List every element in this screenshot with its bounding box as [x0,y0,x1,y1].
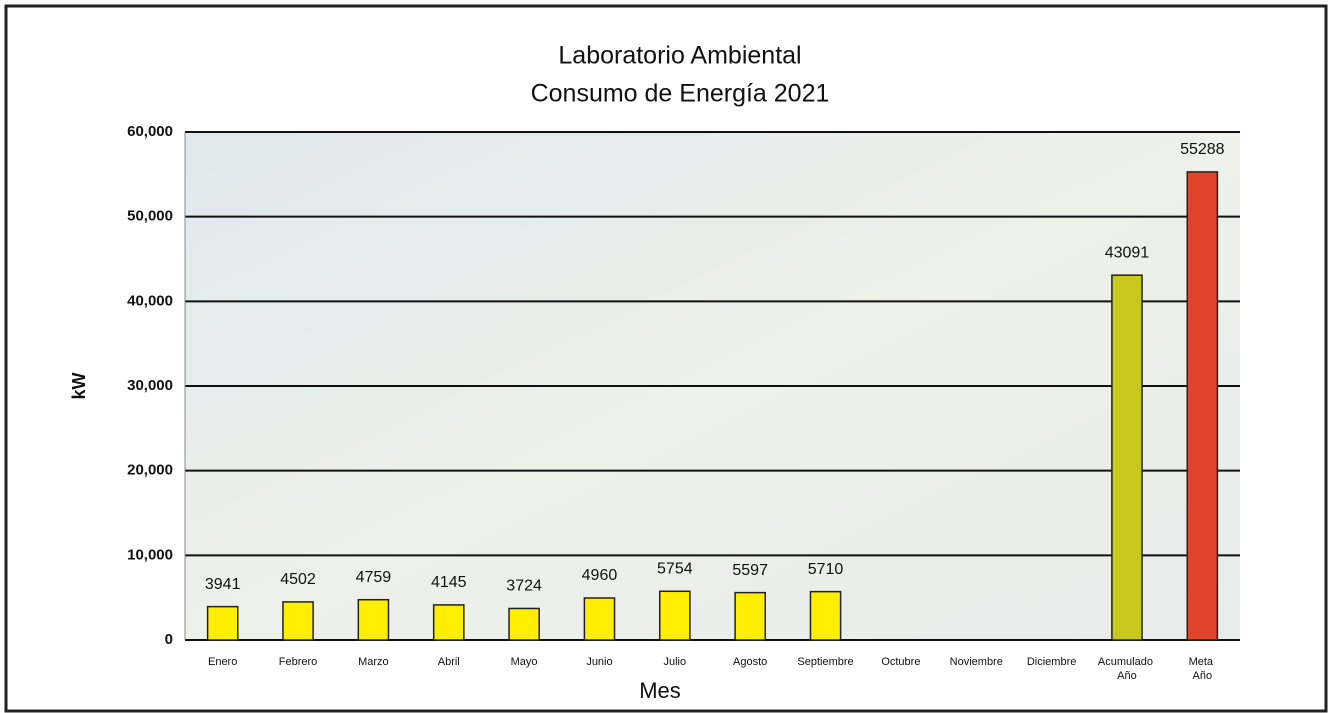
y-tick-label: 20,000 [127,462,173,479]
chart-title: Laboratorio Ambiental [558,42,801,70]
x-tick-label: Junio [586,656,612,668]
x-tick-label: Abril [438,656,460,668]
data-label: 4759 [356,569,392,586]
bar [1111,274,1143,641]
bar [659,590,691,641]
y-tick-label: 10,000 [127,546,173,563]
x-tick-label: Enero [208,656,237,668]
x-tick-label: Febrero [279,656,318,668]
data-label: 3941 [205,576,241,593]
data-label: 5710 [808,561,844,578]
x-tick-label: Noviembre [950,656,1003,668]
x-tick-label: Diciembre [1027,656,1077,668]
bar [357,598,390,641]
data-label: 4960 [582,567,618,584]
data-label: 4502 [280,571,316,588]
bar [432,604,465,641]
data-label: 5597 [732,562,768,579]
x-tick-label: Meta Año [1189,656,1217,682]
bar [206,605,239,641]
x-tick-label: Octubre [881,656,920,668]
y-tick-label: 50,000 [127,208,173,225]
data-label: 4145 [431,574,467,591]
x-tick-label: Marzo [358,656,389,668]
bar [734,591,766,641]
y-tick-label: 60,000 [127,123,173,140]
data-label: 5754 [657,561,693,578]
x-tick-label: Acumulado Año [1098,656,1156,682]
bar [1186,171,1219,641]
x-axis-label: Mes [639,678,681,703]
x-tick-label: Julio [664,656,687,668]
x-tick-label: Septiembre [797,656,853,668]
y-tick-label: 0 [165,631,173,648]
data-label: 43091 [1105,244,1150,261]
y-tick-label: 30,000 [127,377,173,394]
data-label: 55288 [1180,141,1225,158]
x-tick-label: Agosto [733,656,767,668]
y-axis-label: kW [69,372,89,399]
chart-subtitle: Consumo de Energía 2021 [531,80,830,108]
bar [282,601,314,641]
bar [508,607,540,641]
y-tick-label: 40,000 [127,292,173,309]
bar [809,590,842,641]
data-label: 3724 [506,578,542,595]
x-tick-label: Mayo [511,656,538,668]
bar [583,597,616,641]
